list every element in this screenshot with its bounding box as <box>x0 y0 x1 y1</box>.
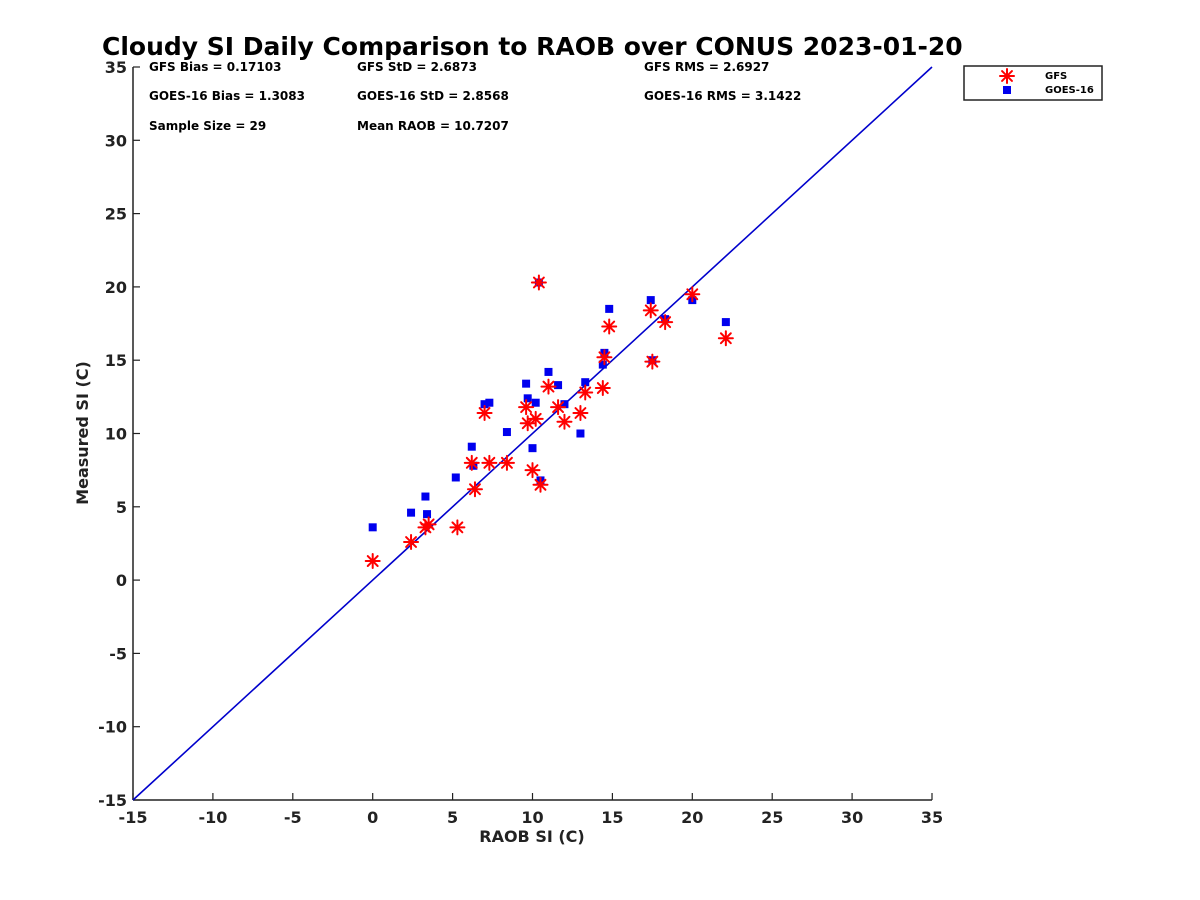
gfs-point <box>594 380 611 397</box>
stat-goes-rms: GOES-16 RMS = 3.1422 <box>644 89 801 103</box>
gfs-point <box>601 318 618 335</box>
legend-box <box>963 65 1103 101</box>
y-tick-label: -15 <box>98 791 127 810</box>
x-tick-label: 25 <box>761 808 783 827</box>
one-to-one-line <box>132 66 933 801</box>
x-tick-label: 15 <box>601 808 623 827</box>
x-tick-label: 20 <box>681 808 703 827</box>
gfs-point <box>596 349 613 366</box>
gfs-point <box>550 399 567 416</box>
x-tick-label: 0 <box>367 808 378 827</box>
x-tick-label: -15 <box>119 808 148 827</box>
x-ticks: -15 -10 -5 0 5 10 15 20 25 30 35 <box>119 793 943 827</box>
legend-gfs-label: GFS <box>1045 71 1067 82</box>
y-tick-label: 30 <box>105 131 127 150</box>
goes16-point <box>451 473 460 482</box>
legend-gfs-marker <box>999 68 1015 84</box>
gfs-point <box>524 462 541 479</box>
gfs-point <box>498 454 515 471</box>
gfs-point <box>518 399 535 416</box>
goes16-point <box>522 379 531 388</box>
gfs-point <box>717 330 734 347</box>
goes16-point <box>721 318 730 327</box>
goes16-point <box>368 523 377 532</box>
gfs-point <box>642 302 659 319</box>
goes16-point <box>480 400 489 409</box>
x-tick-label: 5 <box>447 808 458 827</box>
goes16-point <box>502 428 511 437</box>
gfs-point <box>556 413 573 430</box>
goes16-point <box>407 508 416 517</box>
goes16-point <box>646 296 655 305</box>
y-tick-label: 20 <box>105 278 127 297</box>
gfs-point <box>449 519 466 536</box>
goes16-point <box>598 360 607 369</box>
series-gfs <box>364 274 734 570</box>
gfs-point <box>463 454 480 471</box>
gfs-point <box>476 404 493 421</box>
gfs-point <box>519 415 536 432</box>
x-tick-label: -10 <box>198 808 227 827</box>
legend: GFS GOES-16 <box>963 65 1103 101</box>
chart-title: Cloudy SI Daily Comparison to RAOB over … <box>102 32 963 61</box>
goes16-point <box>531 398 540 407</box>
goes16-point <box>467 442 476 451</box>
goes16-point <box>423 510 432 519</box>
goes16-point <box>421 492 430 501</box>
gfs-point <box>532 476 549 493</box>
x-tick-label: 10 <box>521 808 543 827</box>
stat-gfs-std: GFS StD = 2.6873 <box>357 60 477 74</box>
y-tick-label: 5 <box>116 498 127 517</box>
stat-goes-std: GOES-16 StD = 2.8568 <box>357 89 509 103</box>
y-tick-label: 0 <box>116 571 127 590</box>
y-tick-label: -5 <box>109 644 127 663</box>
legend-goes16-label: GOES-16 <box>1045 85 1094 96</box>
x-tick-label: 35 <box>921 808 943 827</box>
x-tick-label: -5 <box>284 808 302 827</box>
goes16-point <box>544 367 553 376</box>
data-series <box>364 274 734 570</box>
gfs-point <box>577 384 594 401</box>
gfs-point <box>540 378 557 395</box>
gfs-point <box>657 314 674 331</box>
gfs-point <box>481 454 498 471</box>
gfs-point <box>684 286 701 303</box>
stat-gfs-bias: GFS Bias = 0.17103 <box>149 60 281 74</box>
y-tick-label: 35 <box>105 58 127 77</box>
goes16-point <box>485 398 494 407</box>
goes16-point <box>560 400 569 409</box>
goes16-point <box>554 381 563 390</box>
legend-goes16-square <box>1003 86 1011 94</box>
goes16-point <box>528 444 537 453</box>
goes16-point <box>605 304 614 313</box>
goes16-point <box>576 429 585 438</box>
gfs-point <box>530 274 547 291</box>
gfs-point <box>644 353 661 370</box>
y-tick-label: 10 <box>105 425 127 444</box>
stat-gfs-rms: GFS RMS = 2.6927 <box>644 60 769 74</box>
goes16-point <box>581 378 590 387</box>
legend-gfs-asterisk <box>999 68 1015 84</box>
gfs-point <box>466 481 483 498</box>
goes16-point <box>523 394 532 403</box>
stat-mean-raob: Mean RAOB = 10.7207 <box>357 119 509 133</box>
x-tick-label: 30 <box>841 808 863 827</box>
y-ticks: -15 -10 -5 0 5 10 15 20 25 30 35 <box>98 58 140 810</box>
legend-goes16-marker <box>1003 86 1011 94</box>
series-goes-16 <box>368 278 730 532</box>
y-tick-label: 15 <box>105 351 127 370</box>
stat-goes-bias: GOES-16 Bias = 1.3083 <box>149 89 305 103</box>
stats-annotations: GFS Bias = 0.17103 GFS StD = 2.6873 GFS … <box>149 60 801 133</box>
gfs-point <box>572 404 589 421</box>
y-tick-label: 25 <box>105 205 127 224</box>
x-axis-label: RAOB SI (C) <box>479 827 584 846</box>
gfs-point <box>364 553 381 570</box>
y-tick-label: -10 <box>98 718 127 737</box>
stat-sample-size: Sample Size = 29 <box>149 119 266 133</box>
gfs-point <box>420 516 437 533</box>
y-axis-label: Measured SI (C) <box>73 361 92 505</box>
gfs-point <box>527 410 544 427</box>
gfs-point <box>403 533 420 550</box>
